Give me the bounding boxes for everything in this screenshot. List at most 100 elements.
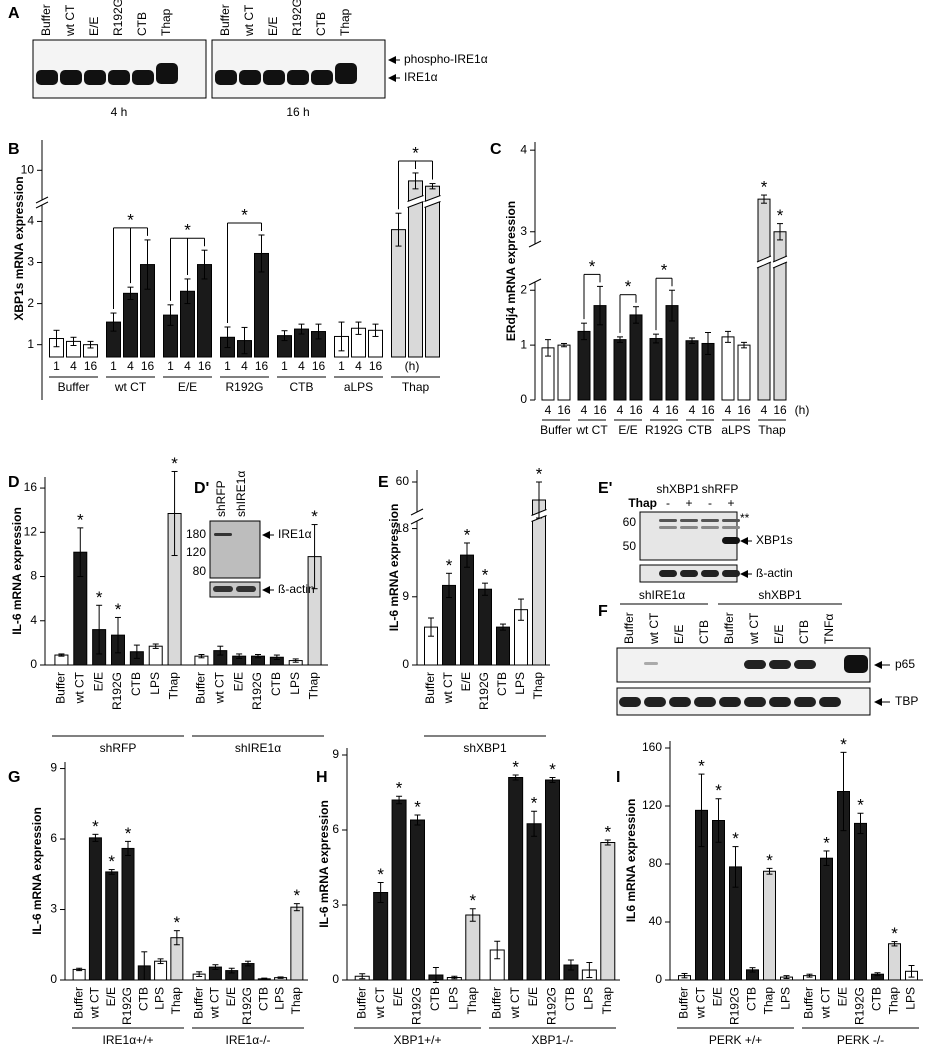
- band-label: p65: [895, 657, 915, 671]
- bar-break: [772, 255, 788, 263]
- y-tick-label: 4: [30, 613, 37, 627]
- blot: [209, 520, 261, 579]
- bar: [854, 822, 867, 981]
- bar: [820, 857, 833, 981]
- x-tick-label: E/E: [224, 987, 238, 1006]
- x-tick-label: Thap: [762, 987, 776, 1015]
- bar: [105, 871, 119, 981]
- y-axis-label: ERdj4 mRNA expression: [504, 201, 518, 341]
- x-tick-label: wt CT: [441, 671, 455, 704]
- x-tick-label: E/E: [836, 987, 850, 1006]
- x-tick-label: LPS: [904, 987, 918, 1010]
- group-label: XBP1-/-: [531, 1033, 573, 1047]
- x-tick-label: CTB: [136, 987, 150, 1011]
- lane-label: CTB: [797, 620, 811, 644]
- panel-letter: H: [316, 769, 328, 786]
- bar: [545, 779, 560, 981]
- x-tick-label: E/E: [459, 672, 473, 691]
- blot-band: [236, 586, 256, 592]
- bar: [508, 777, 524, 981]
- significance-star: *: [464, 525, 471, 544]
- x-tick-label: 16: [84, 359, 98, 373]
- significance-star: *: [549, 760, 556, 779]
- panel-letter: E': [598, 480, 612, 497]
- marker-label: 120: [186, 545, 206, 559]
- y-tick-label: 160: [642, 740, 662, 754]
- y-tick-label: 80: [649, 856, 663, 870]
- bracket-star: *: [127, 210, 134, 229]
- blot-band: [215, 70, 237, 85]
- x-tick-label: 16: [665, 403, 679, 417]
- significance-star: *: [823, 833, 830, 852]
- x-tick-label: LPS: [153, 987, 167, 1010]
- x-tick-label: wt CT: [508, 986, 522, 1019]
- bar: [577, 330, 591, 401]
- x-tick-label: R192G: [120, 987, 134, 1025]
- panel-letter: D': [194, 480, 209, 497]
- significance-star: *: [698, 757, 705, 776]
- axis-break: [35, 196, 49, 204]
- bar: [460, 554, 474, 666]
- x-tick-label: CTB: [256, 987, 270, 1011]
- y-tick-label: 0: [402, 657, 409, 671]
- x-tick-label: R192G: [410, 987, 424, 1025]
- bar: [629, 314, 643, 401]
- x-tick-label: 4: [581, 403, 588, 417]
- band-label: ß-actin: [756, 566, 793, 580]
- y-tick-label: 120: [642, 798, 662, 812]
- significance-star: *: [482, 566, 489, 585]
- x-tick-label: 16: [737, 403, 751, 417]
- group-label: Buffer: [58, 380, 90, 394]
- bar-break: [424, 201, 441, 208]
- bar-break: [773, 256, 787, 268]
- bar: [478, 588, 492, 666]
- x-tick-label: Buffer: [677, 987, 691, 1019]
- arrow-head: [874, 698, 882, 706]
- bar-break: [757, 256, 771, 268]
- time-label: 16 h: [286, 105, 309, 119]
- bar-break: [407, 195, 424, 208]
- y-tick-label: 0: [520, 392, 527, 406]
- x-tick-label: Buffer: [194, 672, 208, 704]
- panel-letter: A: [8, 5, 20, 22]
- axis-break: [410, 517, 424, 525]
- lane-label: -: [666, 496, 670, 510]
- bar: [496, 626, 510, 666]
- panel-letter: D: [8, 474, 20, 491]
- x-unit: (h): [795, 403, 810, 417]
- y-tick-label: 0: [655, 972, 662, 986]
- lane-label: wt CT: [63, 4, 77, 37]
- blot-band: [213, 586, 233, 592]
- axis-break: [35, 201, 49, 209]
- lane-label: CTB: [697, 620, 711, 644]
- bar-break: [424, 195, 441, 208]
- y-axis-label: IL-6 mRNA expression: [387, 504, 401, 632]
- significance-star: *: [840, 735, 847, 754]
- blot-band: [659, 570, 677, 577]
- band-label: IRE1α: [404, 70, 438, 84]
- bar: [613, 339, 627, 401]
- arrow-head: [740, 537, 748, 545]
- x-tick-label: 1: [53, 359, 60, 373]
- x-tick-label: wt CT: [212, 671, 226, 704]
- x-tick-label: R192G: [545, 987, 559, 1025]
- lane-label: E/E: [772, 625, 786, 644]
- x-tick-label: 16: [593, 403, 607, 417]
- bracket-star: *: [412, 143, 419, 162]
- blot-band: [156, 63, 178, 84]
- group-label: E/E: [618, 423, 637, 437]
- bar: [888, 943, 901, 981]
- blot: [209, 581, 261, 598]
- y-tick-label: 9: [332, 747, 339, 761]
- x-tick-label: CTB: [563, 987, 577, 1011]
- significance-star: *: [732, 829, 739, 848]
- lane-label: E/E: [672, 625, 686, 644]
- blot-band: [680, 570, 698, 577]
- lane-label: +: [727, 496, 734, 510]
- x-tick-label: 16: [773, 403, 787, 417]
- x-tick-label: CTB: [745, 987, 759, 1011]
- arrow-head: [262, 531, 270, 539]
- significance-star: *: [108, 852, 115, 871]
- x-tick-label: CTB: [428, 987, 442, 1011]
- y-tick-label: 0: [50, 972, 57, 986]
